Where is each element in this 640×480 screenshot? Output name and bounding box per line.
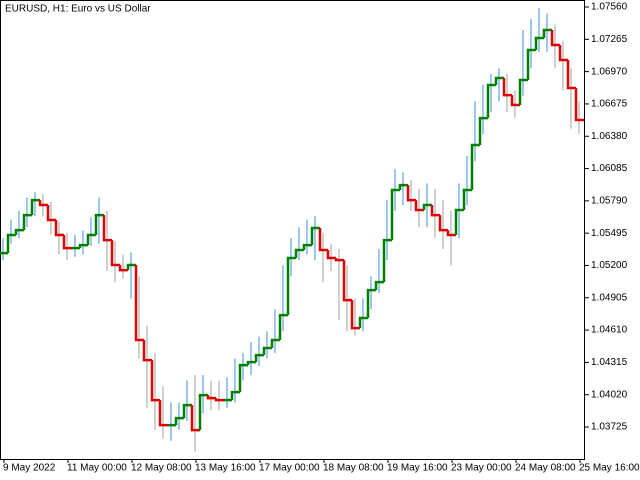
close-step	[230, 390, 240, 401]
x-tick-label: 17 May 00:00	[259, 463, 320, 474]
y-tick-label: 1.05495	[591, 228, 628, 239]
close-step	[174, 416, 184, 426]
close-step	[566, 60, 576, 90]
close-step	[262, 346, 272, 356]
chart-title: EURUSD, H1: Euro vs US Dollar	[5, 4, 151, 15]
y-tick-label: 1.05200	[591, 260, 628, 271]
plot-frame	[0, 0, 585, 460]
close-step	[342, 260, 352, 302]
y-tick-label: 1.06380	[591, 131, 628, 142]
close-step	[446, 230, 456, 237]
close-step	[534, 36, 544, 51]
close-step	[454, 208, 464, 236]
close-step	[110, 240, 120, 267]
close-step	[414, 200, 424, 212]
close-step	[550, 30, 560, 47]
close-step	[22, 213, 32, 231]
x-tick-label: 12 May 08:00	[131, 463, 192, 474]
close-step	[390, 188, 400, 241]
y-tick-label: 1.07265	[591, 34, 628, 45]
close-step	[254, 353, 264, 363]
x-tick-label: 18 May 08:00	[323, 463, 384, 474]
close-step	[494, 76, 504, 85]
close-step	[246, 360, 256, 366]
close-step	[214, 398, 224, 402]
close-step	[398, 183, 408, 191]
close-step	[278, 313, 288, 341]
close-step	[62, 235, 72, 250]
close-step	[86, 233, 96, 246]
close-step	[374, 280, 384, 291]
y-tick-label: 1.04610	[591, 325, 628, 336]
close-step	[326, 250, 336, 260]
close-step	[158, 400, 168, 427]
close-step	[462, 188, 472, 211]
close-step	[142, 340, 152, 362]
close-step	[510, 95, 520, 107]
y-tick-label: 1.04020	[591, 389, 628, 400]
close-step	[438, 215, 448, 232]
close-step	[30, 198, 40, 216]
close-step	[6, 233, 16, 254]
close-step	[38, 200, 48, 207]
close-step	[294, 248, 304, 259]
close-step	[574, 88, 584, 122]
close-step	[518, 78, 528, 106]
close-step	[502, 77, 512, 97]
close-step	[94, 213, 104, 236]
x-tick-label: 24 May 08:00	[515, 463, 576, 474]
close-step	[430, 205, 440, 217]
close-step	[470, 143, 480, 191]
x-tick-label: 13 May 16:00	[195, 463, 256, 474]
close-step	[270, 338, 280, 349]
close-step	[54, 220, 64, 237]
close-step	[190, 405, 200, 432]
close-step	[366, 288, 376, 319]
close-step	[206, 395, 216, 400]
close-step	[126, 263, 136, 271]
close-step	[150, 360, 160, 402]
x-tick-label: 23 May 00:00	[451, 463, 512, 474]
close-step	[182, 403, 192, 419]
x-tick-label: 25 May 16:00	[579, 463, 640, 474]
close-step	[46, 205, 56, 222]
y-tick-label: 1.06085	[591, 163, 628, 174]
close-step	[238, 363, 248, 393]
y-tick-label: 1.04315	[591, 357, 628, 368]
close-step	[78, 243, 88, 249]
close-step	[134, 265, 144, 342]
y-tick-label: 1.07560	[591, 2, 628, 13]
close-step	[102, 215, 112, 242]
close-step	[118, 265, 128, 272]
close-step	[406, 185, 416, 202]
close-step	[358, 316, 368, 329]
y-tick-label: 1.05790	[591, 196, 628, 207]
close-step	[350, 300, 360, 330]
close-step	[198, 393, 208, 431]
close-step	[382, 238, 392, 283]
close-step	[286, 256, 296, 316]
close-step	[14, 228, 24, 236]
close-step	[558, 45, 568, 62]
x-tick-label: 11 May 00:00	[67, 463, 127, 474]
x-tick-label: 9 May 2022	[3, 463, 56, 474]
y-tick-label: 1.06970	[591, 66, 628, 77]
close-step	[478, 116, 488, 146]
y-tick-label: 1.04905	[591, 292, 628, 303]
close-step	[302, 243, 312, 251]
y-tick-label: 1.03725	[591, 422, 628, 433]
close-step	[526, 48, 536, 81]
close-step	[542, 28, 552, 39]
close-step	[486, 83, 496, 119]
close-step	[422, 203, 432, 211]
x-tick-label: 19 May 16:00	[387, 463, 448, 474]
y-tick-label: 1.06675	[591, 99, 628, 110]
close-step	[310, 226, 320, 246]
close-step	[334, 258, 344, 262]
close-step	[318, 228, 328, 252]
